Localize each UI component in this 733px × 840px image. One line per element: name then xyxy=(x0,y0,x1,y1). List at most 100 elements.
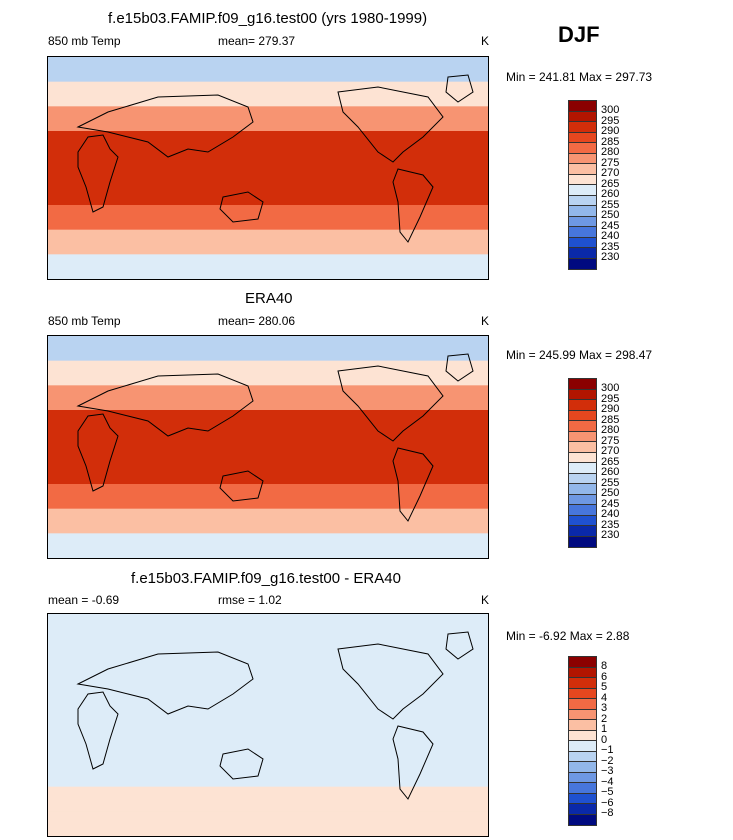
coastline xyxy=(77,691,119,770)
colorbar-tick-label: 290 xyxy=(601,125,620,137)
coastline xyxy=(337,365,444,442)
colorbar-swatch xyxy=(568,792,597,804)
colorbar-tick-label: 2 xyxy=(601,712,608,725)
panel3-minmax: Min = -6.92 Max = 2.88 xyxy=(506,629,630,643)
coastline xyxy=(219,748,264,780)
colorbar-swatch xyxy=(568,184,597,196)
colorbar-tick-label: 240 xyxy=(601,230,620,242)
colorbar-tick-label: 3 xyxy=(601,702,608,714)
colorbar-tick-label: 280 xyxy=(601,146,620,158)
colorbar-swatch xyxy=(568,782,597,794)
colorbar-tick-label: 285 xyxy=(601,135,620,148)
panel3-left-label: mean = -0.69 xyxy=(48,593,120,607)
coastline xyxy=(76,94,254,158)
colorbar-swatch xyxy=(568,451,597,463)
latitude-band xyxy=(48,508,488,534)
colorbar-swatch xyxy=(568,687,597,699)
colorbar-swatch xyxy=(568,131,597,143)
latitude-band xyxy=(48,737,488,763)
coastline xyxy=(76,651,254,715)
colorbar-tick-label: 235 xyxy=(601,518,620,531)
panel2-minmax: Min = 245.99 Max = 298.47 xyxy=(506,348,653,362)
colorbar-tick-label: 230 xyxy=(601,251,620,263)
colorbar-tick-label: 235 xyxy=(601,240,620,253)
colorbar-swatch xyxy=(568,656,597,668)
colorbar-tick-label: −8 xyxy=(601,807,614,819)
coastline xyxy=(392,447,434,522)
panel2-field xyxy=(48,336,488,558)
colorbar-tick-label: 265 xyxy=(601,177,620,190)
colorbar-swatch xyxy=(568,100,597,112)
colorbar-swatch xyxy=(568,813,597,826)
colorbar-swatch xyxy=(568,409,597,421)
latitude-band xyxy=(48,762,488,788)
latitude-band xyxy=(48,81,488,107)
colorbar-swatch xyxy=(568,750,597,762)
colorbar-swatch xyxy=(568,493,597,505)
panel1-minmax: Min = 241.81 Max = 297.73 xyxy=(506,70,653,84)
colorbar-swatch xyxy=(568,729,597,741)
colorbar-swatch xyxy=(568,247,597,259)
coastline xyxy=(445,631,474,660)
colorbar-swatch xyxy=(568,194,597,206)
latitude-band xyxy=(48,205,488,231)
colorbar-swatch xyxy=(568,173,597,185)
panel2-center-label: mean= 280.06 xyxy=(218,314,296,328)
colorbar-swatch xyxy=(568,430,597,442)
colorbar-tick-label: 300 xyxy=(601,104,620,116)
colorbar-swatch xyxy=(568,215,597,227)
panel1-field xyxy=(48,57,488,279)
latitude-band xyxy=(48,614,488,640)
colorbar-tick-label: 265 xyxy=(601,455,620,468)
colorbar-swatch xyxy=(568,441,597,453)
panel3-map xyxy=(47,613,489,837)
colorbar-swatch xyxy=(568,666,597,678)
colorbar-tick-label: −6 xyxy=(601,796,614,809)
panel3-field xyxy=(48,614,488,836)
latitude-band xyxy=(48,336,488,362)
panel2-title: ERA40 xyxy=(245,290,293,307)
colorbar-tick-label: −1 xyxy=(601,744,614,756)
latitude-band xyxy=(48,712,488,738)
colorbar-swatch xyxy=(568,142,597,154)
latitude-band xyxy=(48,229,488,255)
coastline xyxy=(76,373,254,437)
colorbar-tick-label: 270 xyxy=(601,445,620,457)
colorbar-swatch xyxy=(568,399,597,411)
coastline xyxy=(219,470,264,502)
colorbar-tick-label: 0 xyxy=(601,733,608,746)
colorbar-swatch xyxy=(568,226,597,238)
latitude-band xyxy=(48,385,488,411)
colorbar-swatch xyxy=(568,535,597,548)
colorbar-tick-label: 240 xyxy=(601,508,620,520)
colorbar-swatch xyxy=(568,771,597,783)
colorbar-tick-label: 4 xyxy=(601,691,608,704)
colorbar-swatch xyxy=(568,462,597,474)
latitude-band xyxy=(48,180,488,206)
colorbar-tick-label: 6 xyxy=(601,670,608,683)
colorbar-tick-label: −5 xyxy=(601,786,614,798)
latitude-band xyxy=(48,786,488,812)
latitude-band xyxy=(48,533,488,558)
colorbar-swatch xyxy=(568,236,597,248)
panel2-map xyxy=(47,335,489,559)
colorbar-swatch xyxy=(568,388,597,400)
latitude-band xyxy=(48,106,488,132)
coastline xyxy=(77,134,119,213)
latitude-band xyxy=(48,638,488,664)
latitude-band xyxy=(48,459,488,485)
colorbar-swatch xyxy=(568,205,597,217)
coastline xyxy=(337,86,444,163)
colorbar-tick-label: 285 xyxy=(601,413,620,426)
coastline xyxy=(445,353,474,382)
latitude-band xyxy=(48,155,488,181)
colorbar-swatch xyxy=(568,257,597,270)
colorbar-tick-label: −3 xyxy=(601,765,614,777)
latitude-band xyxy=(48,57,488,83)
coastline xyxy=(77,413,119,492)
panel2-left-label: 850 mb Temp xyxy=(48,314,121,328)
panel3-title: f.e15b03.FAMIP.f09_g16.test00 - ERA40 xyxy=(131,570,401,587)
colorbar-swatch xyxy=(568,698,597,710)
colorbar-tick-label: 5 xyxy=(601,681,608,693)
coastline xyxy=(337,643,444,720)
